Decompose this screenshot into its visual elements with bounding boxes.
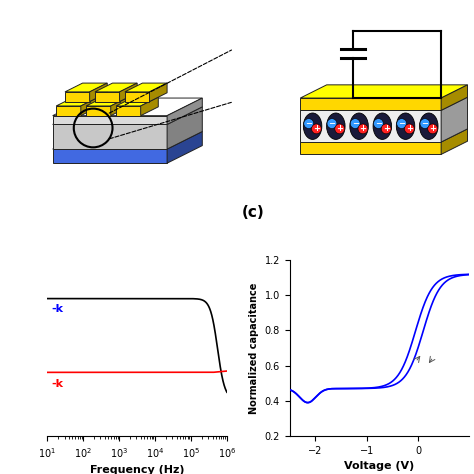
Polygon shape <box>116 106 141 116</box>
Text: (c): (c) <box>242 205 265 220</box>
Text: −: − <box>375 119 382 128</box>
Polygon shape <box>300 142 441 155</box>
Text: +: + <box>359 124 366 133</box>
Text: −: − <box>352 119 359 128</box>
Polygon shape <box>441 85 467 110</box>
Circle shape <box>350 118 360 128</box>
Polygon shape <box>441 97 467 142</box>
Polygon shape <box>300 98 441 110</box>
Polygon shape <box>65 83 107 92</box>
X-axis label: Frequency (Hz): Frequency (Hz) <box>90 465 184 474</box>
Ellipse shape <box>350 113 368 139</box>
Polygon shape <box>300 85 467 98</box>
Y-axis label: Normalized capacitance: Normalized capacitance <box>249 283 259 414</box>
Polygon shape <box>53 125 167 149</box>
Polygon shape <box>86 97 128 106</box>
X-axis label: Voltage (V): Voltage (V) <box>345 461 415 471</box>
Circle shape <box>404 124 414 134</box>
Polygon shape <box>167 107 202 149</box>
Ellipse shape <box>303 113 322 139</box>
Polygon shape <box>119 83 137 101</box>
Text: −: − <box>328 119 336 128</box>
Ellipse shape <box>373 113 392 139</box>
Circle shape <box>397 118 407 128</box>
Circle shape <box>428 124 438 134</box>
Polygon shape <box>53 149 167 163</box>
Text: +: + <box>313 124 320 133</box>
Text: +: + <box>383 124 390 133</box>
Text: +: + <box>336 124 343 133</box>
Polygon shape <box>300 129 467 142</box>
Polygon shape <box>141 97 158 116</box>
Circle shape <box>358 124 368 134</box>
Polygon shape <box>111 97 128 116</box>
Text: -k: -k <box>52 379 64 389</box>
Polygon shape <box>167 98 202 125</box>
Text: +: + <box>406 124 413 133</box>
Circle shape <box>335 124 345 134</box>
Text: -k: -k <box>52 304 64 314</box>
Text: −: − <box>421 119 428 128</box>
Polygon shape <box>56 106 81 116</box>
Polygon shape <box>300 110 441 142</box>
Circle shape <box>304 118 314 128</box>
Polygon shape <box>149 83 167 101</box>
Polygon shape <box>53 98 202 116</box>
Ellipse shape <box>396 113 415 139</box>
Polygon shape <box>53 107 202 125</box>
Polygon shape <box>53 116 167 125</box>
Circle shape <box>420 118 430 128</box>
Polygon shape <box>116 97 158 106</box>
Text: −: − <box>305 119 312 128</box>
Polygon shape <box>125 83 167 92</box>
Polygon shape <box>86 106 111 116</box>
Polygon shape <box>95 83 137 92</box>
Polygon shape <box>167 131 202 163</box>
Polygon shape <box>65 92 90 101</box>
Polygon shape <box>53 131 202 149</box>
Circle shape <box>327 118 337 128</box>
Polygon shape <box>441 129 467 155</box>
Text: +: + <box>429 124 436 133</box>
Ellipse shape <box>327 113 345 139</box>
Polygon shape <box>95 92 119 101</box>
Circle shape <box>311 124 321 134</box>
Polygon shape <box>56 97 99 106</box>
Circle shape <box>381 124 391 134</box>
Ellipse shape <box>419 113 438 139</box>
Polygon shape <box>125 92 149 101</box>
Polygon shape <box>300 97 467 110</box>
Polygon shape <box>81 97 99 116</box>
Circle shape <box>374 118 383 128</box>
Polygon shape <box>90 83 107 101</box>
Text: −: − <box>398 119 405 128</box>
